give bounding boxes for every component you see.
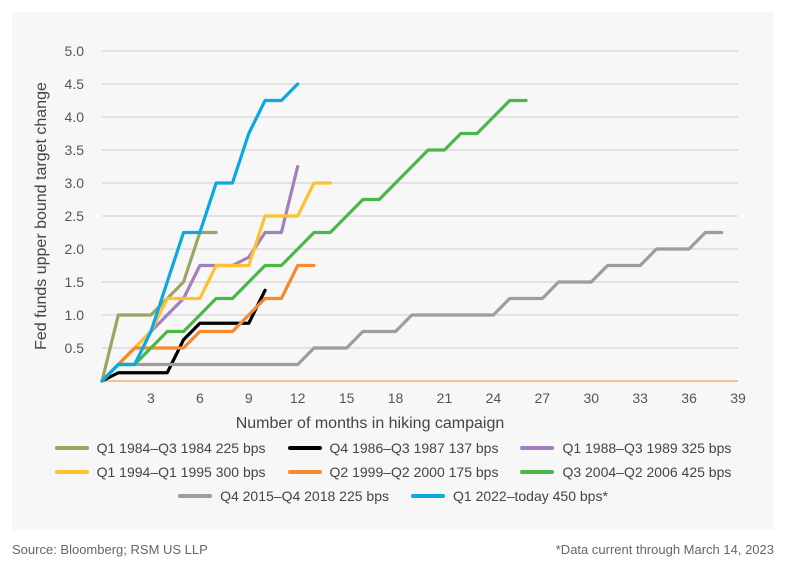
y-tick-label: 2.5 — [65, 208, 85, 224]
x-tick-label: 21 — [437, 390, 453, 406]
series-line — [100, 263, 316, 383]
series-line — [100, 181, 332, 383]
legend-item: Q1 1994–Q1 1995 300 bps — [54, 460, 266, 484]
x-tick-label: 24 — [486, 390, 502, 406]
x-tick-label: 39 — [730, 390, 746, 406]
legend-item: Q1 1988–Q3 1989 325 bps — [520, 436, 731, 460]
legend-swatch — [54, 470, 89, 474]
x-tick-label: 12 — [290, 390, 306, 406]
y-tick-label: 1.0 — [65, 307, 85, 323]
x-tick-label: 27 — [535, 390, 551, 406]
legend: Q1 1984–Q3 1984 225 bps Q4 1986–Q3 1987 … — [12, 436, 774, 508]
legend-row: Q1 1984–Q3 1984 225 bps Q4 1986–Q3 1987 … — [12, 436, 774, 460]
chart-panel — [12, 12, 774, 530]
series-line — [100, 230, 724, 383]
y-tick-label: 0.5 — [65, 340, 85, 356]
x-tick-label: 33 — [632, 390, 648, 406]
y-tick-label: 3.5 — [65, 142, 85, 158]
legend-label: Q1 1988–Q3 1989 325 bps — [562, 440, 732, 456]
legend-item: Q2 1999–Q2 2000 175 bps — [287, 460, 499, 484]
legend-label: Q1 1984–Q3 1984 225 bps — [96, 440, 266, 456]
legend-label: Q1 2022–today 450 bps* — [453, 488, 608, 504]
legend-label: Q4 2015–Q4 2018 225 bps — [220, 488, 389, 504]
x-tick-label: 36 — [681, 390, 697, 406]
y-tick-label: 5.0 — [65, 43, 85, 59]
legend-swatch — [178, 494, 213, 498]
legend-label: Q3 2004–Q2 2006 425 bps — [562, 464, 732, 480]
legend-row: Q1 1994–Q1 1995 300 bps Q2 1999–Q2 2000 … — [12, 460, 774, 484]
y-axis-label: Fed funds upper bound target change — [33, 82, 50, 350]
x-axis-label: Number of months in hiking campaign — [236, 415, 505, 432]
x-tick-label: 6 — [196, 390, 204, 406]
legend-swatch — [54, 446, 89, 450]
x-tick-label: 18 — [388, 390, 404, 406]
series-line — [100, 98, 528, 383]
data-note: *Data current through March 14, 2023 — [555, 542, 774, 557]
series-line — [100, 82, 300, 383]
legend-label: Q2 1999–Q2 2000 175 bps — [329, 464, 499, 480]
legend-row: Q4 2015–Q4 2018 225 bps Q1 2022–today 45… — [12, 484, 774, 508]
legend-swatch — [287, 446, 322, 450]
source-note: Source: Bloomberg; RSM US LLP — [12, 542, 208, 557]
legend-item: Q4 2015–Q4 2018 225 bps — [178, 484, 389, 508]
legend-item: Q4 1986–Q3 1987 137 bps — [287, 436, 499, 460]
y-tick-label: 4.5 — [65, 76, 85, 92]
legend-swatch — [411, 494, 445, 498]
x-tick-label: 15 — [339, 390, 355, 406]
legend-label: Q1 1994–Q1 1995 300 bps — [96, 464, 266, 480]
legend-label: Q4 1986–Q3 1987 137 bps — [329, 440, 499, 456]
y-tick-label: 4.0 — [65, 109, 85, 125]
series-line — [100, 288, 267, 383]
line-chart: 0.51.01.52.02.53.03.54.04.55.03 6 9 12 15 18 2… — [33, 43, 746, 432]
legend-item: Q1 2022–today 450 bps* — [411, 484, 608, 508]
legend-swatch — [520, 470, 555, 474]
y-tick-label: 1.5 — [65, 274, 85, 290]
legend-item: Q3 2004–Q2 2006 425 bps — [520, 460, 731, 484]
series-line — [100, 164, 300, 383]
y-tick-label: 2.0 — [65, 241, 85, 257]
legend-swatch — [520, 446, 555, 450]
legend-swatch — [287, 470, 322, 474]
x-tick-label: 9 — [245, 390, 253, 406]
legend-item: Q1 1984–Q3 1984 225 bps — [54, 436, 266, 460]
x-tick-label: 3 — [147, 390, 155, 406]
x-tick-label: 30 — [583, 390, 599, 406]
y-tick-label: 3.0 — [65, 175, 85, 191]
